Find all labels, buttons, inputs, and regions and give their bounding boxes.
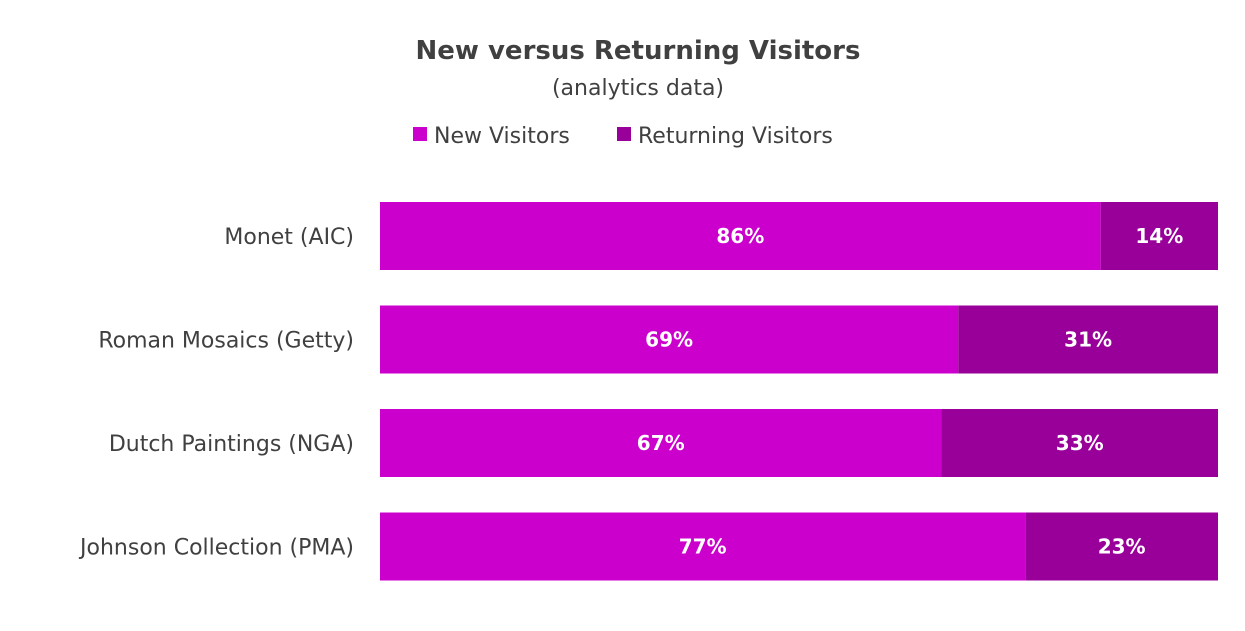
category-label-monet-aic: Monet (AIC) bbox=[224, 225, 354, 250]
category-label-dutch-paintings-nga: Dutch Paintings (NGA) bbox=[109, 432, 354, 457]
bar-returning-visitors-dutch-paintings-nga bbox=[941, 409, 1218, 477]
data-label-returning-visitors-johnson-collection-pma: 23% bbox=[1098, 535, 1146, 559]
plot-area: Monet (AIC) 86% 14% Roman Mosaics (Getty) 69… bbox=[78, 202, 1218, 581]
bar-new-visitors-johnson-collection-pma bbox=[380, 512, 1026, 581]
bar-returning-visitors-monet-aic bbox=[1100, 202, 1218, 270]
category-label-roman-mosaics-getty: Roman Mosaics (Getty) bbox=[98, 329, 354, 354]
category-label-johnson-collection-pma: Johnson Collection (PMA) bbox=[78, 536, 354, 561]
legend-label-new-visitors: New Visitors bbox=[434, 124, 570, 149]
data-label-new-visitors-dutch-paintings-nga: 67% bbox=[637, 431, 685, 455]
bar-returning-visitors-johnson-collection-pma bbox=[1025, 512, 1218, 581]
bar-new-visitors-roman-mosaics-getty bbox=[380, 305, 959, 374]
data-label-new-visitors-roman-mosaics-getty: 69% bbox=[645, 328, 693, 352]
legend-label-returning-visitors: Returning Visitors bbox=[638, 124, 833, 149]
data-label-new-visitors-monet-aic: 86% bbox=[716, 224, 764, 248]
legend-swatch-returning-visitors bbox=[617, 127, 631, 141]
chart-title: New versus Returning Visitors bbox=[416, 36, 861, 66]
bar-new-visitors-monet-aic bbox=[380, 202, 1101, 270]
data-label-returning-visitors-monet-aic: 14% bbox=[1135, 224, 1183, 248]
bar-new-visitors-dutch-paintings-nga bbox=[380, 409, 942, 477]
data-label-returning-visitors-dutch-paintings-nga: 33% bbox=[1056, 431, 1104, 455]
legend-swatch-new-visitors bbox=[413, 127, 427, 141]
data-label-new-visitors-johnson-collection-pma: 77% bbox=[679, 535, 727, 559]
data-label-returning-visitors-roman-mosaics-getty: 31% bbox=[1064, 328, 1112, 352]
bar-returning-visitors-roman-mosaics-getty bbox=[958, 305, 1218, 374]
chart-subtitle: (analytics data) bbox=[552, 76, 724, 101]
legend: New Visitors Returning Visitors bbox=[413, 124, 833, 149]
